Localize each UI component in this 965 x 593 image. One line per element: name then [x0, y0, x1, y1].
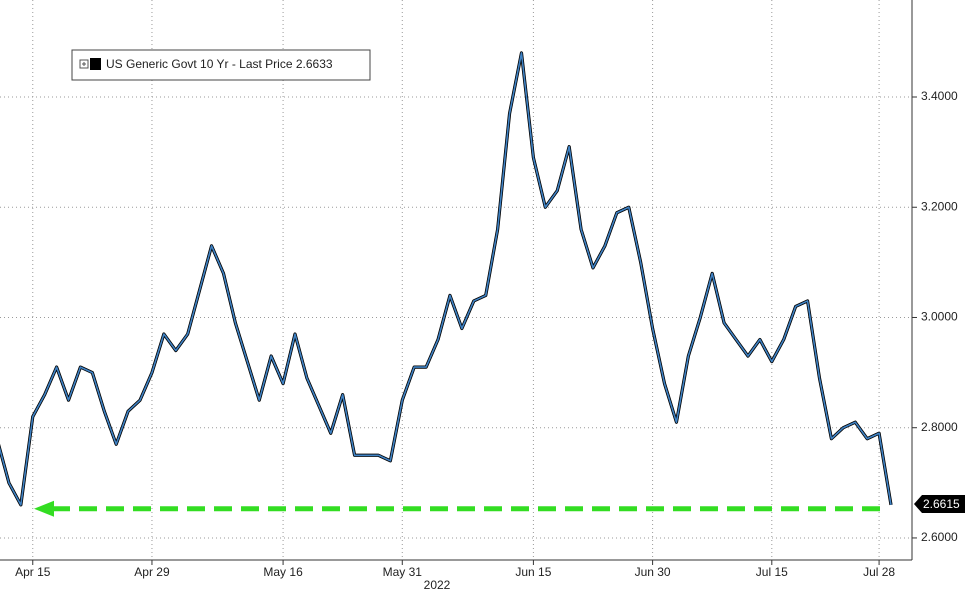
- line-layer: [0, 51, 893, 507]
- legend: US Generic Govt 10 Yr - Last Price 2.663…: [71, 49, 371, 81]
- x-tick-label: May 31: [383, 565, 423, 579]
- y-tick-label: 3.0000: [921, 310, 958, 324]
- legend-swatch: [90, 58, 101, 70]
- series-line-shadow: [0, 51, 893, 507]
- y-tick-label: 2.8000: [921, 420, 958, 434]
- y-tick-label: 3.2000: [921, 199, 958, 213]
- x-tick-label: Apr 29: [134, 565, 170, 579]
- last-price-label: 2.6615: [923, 497, 960, 511]
- reference-arrowhead: [34, 500, 54, 517]
- series-line: [0, 52, 892, 506]
- x-tick-label: Jul 15: [756, 565, 788, 579]
- last-price-tag: [914, 495, 965, 514]
- x-sublabel: 2022: [424, 578, 451, 592]
- legend-box: [71, 49, 371, 81]
- x-tick-label: May 16: [263, 565, 303, 579]
- x-tick-label: Apr 15: [15, 565, 51, 579]
- grid-layer: [0, 0, 912, 560]
- legend-label: US Generic Govt 10 Yr - Last Price 2.663…: [106, 57, 333, 71]
- y-tick-label: 3.4000: [921, 89, 958, 103]
- y-tick-label: 2.6000: [921, 530, 958, 544]
- x-tick-label: Jun 15: [515, 565, 551, 579]
- x-tick-label: Jul 28: [863, 565, 895, 579]
- x-tick-label: Jun 30: [635, 565, 671, 579]
